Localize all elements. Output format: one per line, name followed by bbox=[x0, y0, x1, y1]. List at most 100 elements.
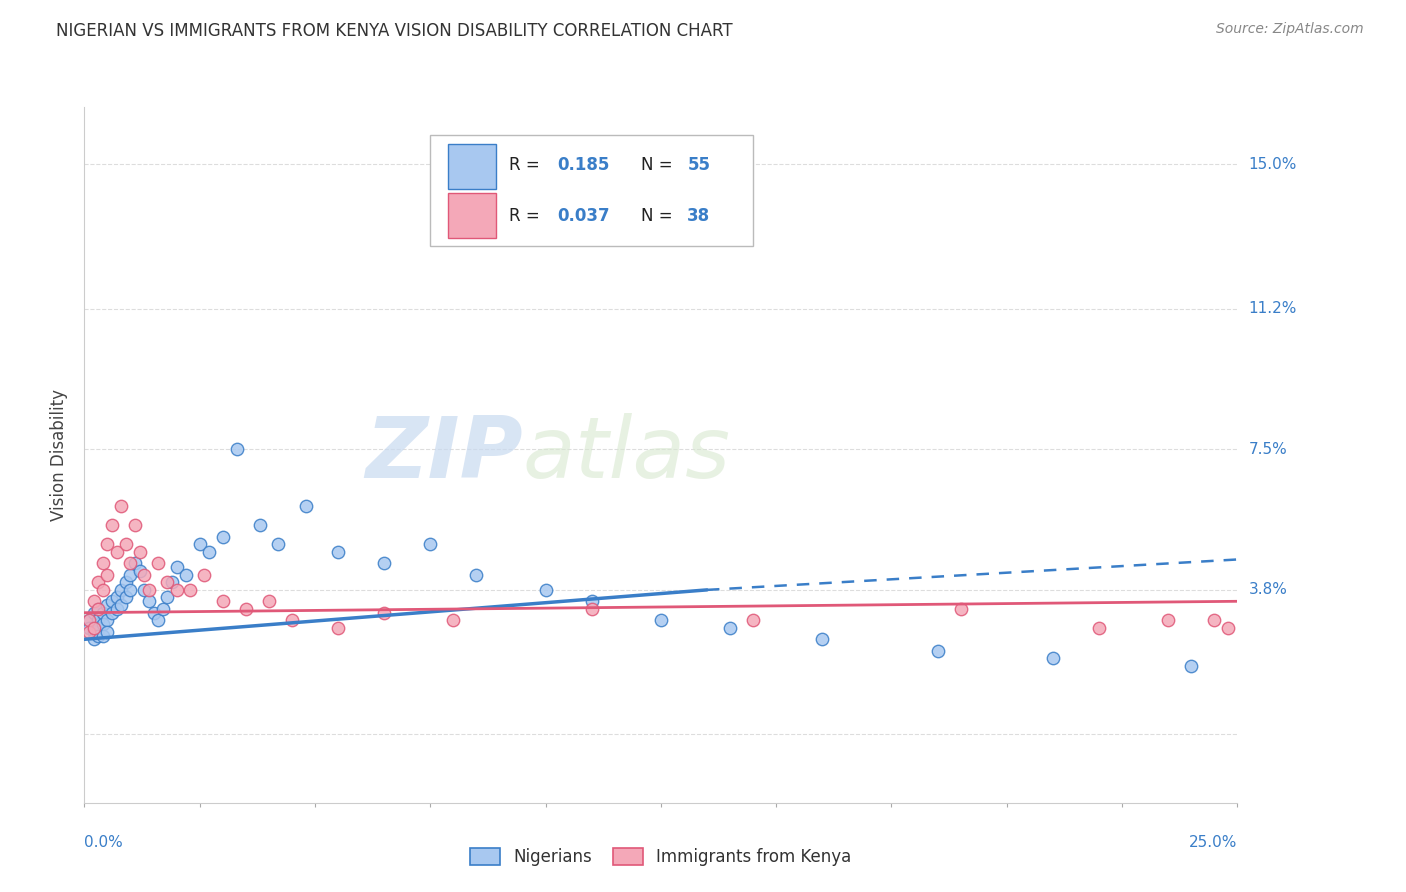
Point bbox=[1042, 651, 1064, 665]
Text: 25.0%: 25.0% bbox=[1189, 836, 1237, 850]
Point bbox=[225, 442, 247, 457]
Point bbox=[120, 567, 142, 582]
Point bbox=[87, 602, 110, 616]
Point bbox=[83, 632, 105, 647]
Point bbox=[949, 602, 972, 616]
Text: 55: 55 bbox=[688, 156, 710, 174]
Point bbox=[534, 582, 557, 597]
Point bbox=[101, 594, 124, 608]
Point bbox=[281, 613, 304, 627]
Point bbox=[742, 613, 765, 627]
Text: 15.0%: 15.0% bbox=[1249, 157, 1296, 171]
Point bbox=[235, 602, 257, 616]
Point bbox=[77, 613, 100, 627]
Point bbox=[115, 575, 138, 590]
Point bbox=[166, 582, 188, 597]
Text: 0.037: 0.037 bbox=[557, 207, 610, 225]
Text: N =: N = bbox=[641, 207, 678, 225]
Point bbox=[1180, 659, 1202, 673]
Point bbox=[91, 628, 114, 642]
Y-axis label: Vision Disability: Vision Disability bbox=[51, 389, 69, 521]
Point bbox=[110, 582, 132, 597]
Point bbox=[128, 545, 150, 559]
Text: 11.2%: 11.2% bbox=[1249, 301, 1296, 316]
Legend: Nigerians, Immigrants from Kenya: Nigerians, Immigrants from Kenya bbox=[463, 839, 859, 874]
Point bbox=[326, 621, 349, 635]
Point bbox=[1088, 621, 1111, 635]
Point bbox=[96, 567, 118, 582]
Text: 38: 38 bbox=[688, 207, 710, 225]
Point bbox=[465, 567, 488, 582]
Point bbox=[115, 537, 138, 551]
Point bbox=[581, 602, 603, 616]
Point bbox=[811, 632, 834, 647]
Point bbox=[96, 613, 118, 627]
Text: R =: R = bbox=[509, 207, 544, 225]
Point bbox=[1204, 613, 1226, 627]
Point bbox=[174, 567, 197, 582]
FancyBboxPatch shape bbox=[447, 193, 496, 238]
Point bbox=[419, 537, 441, 551]
Text: 7.5%: 7.5% bbox=[1249, 442, 1286, 457]
Text: Source: ZipAtlas.com: Source: ZipAtlas.com bbox=[1216, 22, 1364, 37]
Point bbox=[124, 518, 146, 533]
Point bbox=[105, 591, 128, 605]
Point bbox=[87, 602, 110, 616]
Point bbox=[249, 518, 271, 533]
Point bbox=[83, 624, 105, 639]
Point bbox=[138, 594, 160, 608]
Point bbox=[105, 545, 128, 559]
Point bbox=[124, 556, 146, 570]
Point bbox=[188, 537, 211, 551]
Point bbox=[142, 606, 165, 620]
Point bbox=[87, 628, 110, 642]
Text: 0.0%: 0.0% bbox=[84, 836, 124, 850]
Point bbox=[441, 613, 464, 627]
Point bbox=[211, 594, 233, 608]
Point bbox=[110, 500, 132, 514]
Text: 0.185: 0.185 bbox=[557, 156, 609, 174]
Point bbox=[927, 644, 949, 658]
FancyBboxPatch shape bbox=[430, 135, 754, 246]
Text: NIGERIAN VS IMMIGRANTS FROM KENYA VISION DISABILITY CORRELATION CHART: NIGERIAN VS IMMIGRANTS FROM KENYA VISION… bbox=[56, 22, 733, 40]
Point bbox=[91, 582, 114, 597]
Point bbox=[138, 582, 160, 597]
Point bbox=[83, 621, 105, 635]
Point bbox=[87, 621, 110, 635]
Point bbox=[326, 545, 349, 559]
Point bbox=[77, 624, 100, 639]
Point bbox=[87, 613, 110, 627]
Point bbox=[152, 602, 174, 616]
Point bbox=[193, 567, 215, 582]
Point bbox=[267, 537, 290, 551]
Point bbox=[110, 598, 132, 612]
Point bbox=[1216, 621, 1239, 635]
Text: R =: R = bbox=[509, 156, 544, 174]
Point bbox=[91, 556, 114, 570]
Point bbox=[134, 582, 156, 597]
Point bbox=[198, 545, 221, 559]
Point bbox=[77, 613, 100, 627]
Point bbox=[120, 582, 142, 597]
Text: N =: N = bbox=[641, 156, 678, 174]
Point bbox=[179, 582, 201, 597]
Point bbox=[105, 602, 128, 616]
Point bbox=[91, 606, 114, 620]
Text: ZIP: ZIP bbox=[364, 413, 523, 497]
Point bbox=[211, 530, 233, 544]
Point bbox=[77, 621, 100, 635]
Point bbox=[650, 613, 672, 627]
Point bbox=[718, 621, 741, 635]
Point bbox=[294, 500, 316, 514]
Point bbox=[120, 556, 142, 570]
Point bbox=[146, 556, 169, 570]
Point bbox=[1157, 613, 1180, 627]
Point bbox=[373, 556, 395, 570]
Point bbox=[91, 617, 114, 632]
Point bbox=[83, 594, 105, 608]
Point bbox=[101, 518, 124, 533]
Point bbox=[87, 575, 110, 590]
Point bbox=[115, 591, 138, 605]
Point bbox=[96, 598, 118, 612]
Point bbox=[581, 594, 603, 608]
